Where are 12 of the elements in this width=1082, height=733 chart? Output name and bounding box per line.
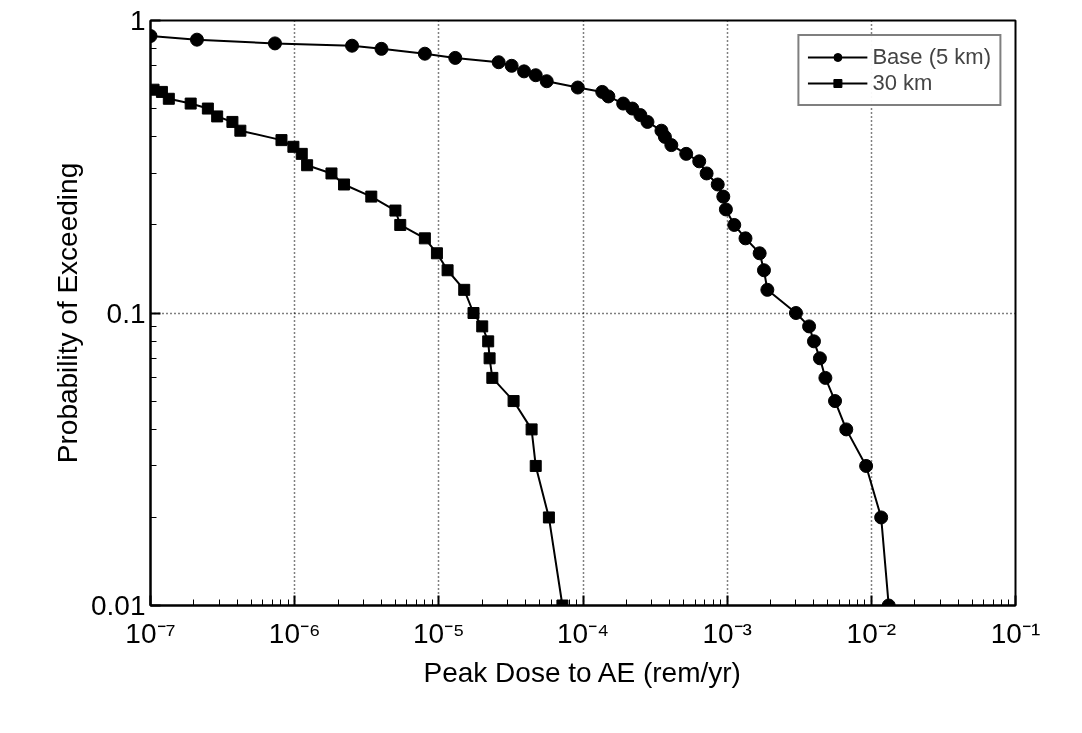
legend-label: 30 km [872, 70, 933, 96]
x-axis-title: Peak Dose to AE (rem/yr) [423, 656, 741, 688]
x-tick-label: 10⁻¹ [990, 617, 1041, 649]
y-tick-label: 0.1 [106, 297, 146, 329]
x-tick-label: 10⁻⁵ [412, 617, 465, 649]
x-tick-label: 10⁻³ [702, 617, 752, 649]
y-axis-title: Probability of Exceeding [52, 162, 83, 464]
x-tick-label: 10⁻⁶ [268, 617, 321, 649]
x-tick-label: 10⁻⁴ [556, 617, 610, 649]
y-tick-label: 1 [129, 5, 146, 36]
legend-label: Base (5 km) [872, 44, 991, 70]
x-tick-label: 10⁻² [846, 617, 897, 649]
